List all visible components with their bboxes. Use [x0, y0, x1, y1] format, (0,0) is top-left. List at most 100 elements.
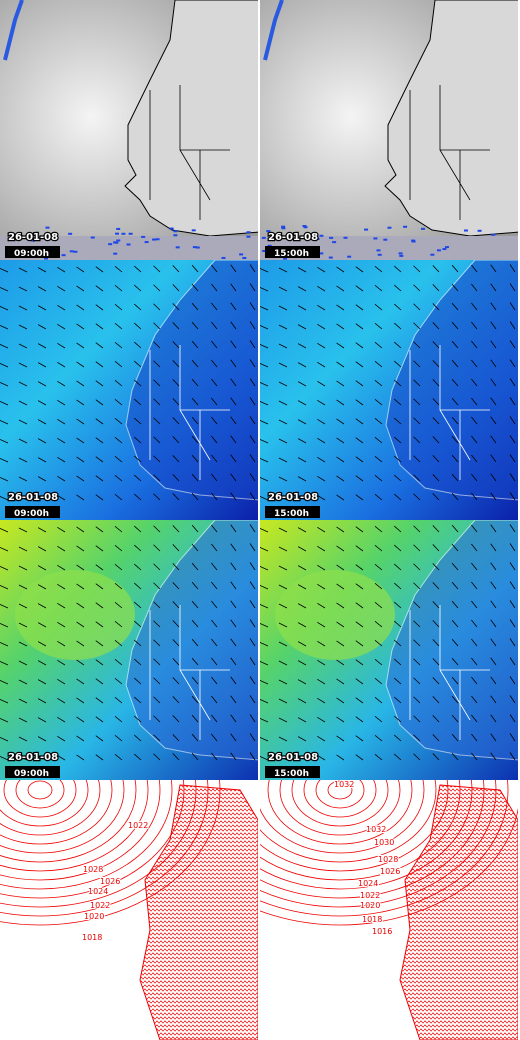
wind-arrow — [153, 322, 161, 330]
wind-arrow — [114, 342, 123, 349]
rain-cell — [144, 241, 149, 244]
wind-arrow — [432, 658, 440, 666]
wind-arrow — [490, 733, 497, 742]
wind-arrow — [260, 458, 269, 463]
wind-arrow — [191, 562, 199, 571]
wind-arrow — [172, 284, 180, 292]
wind-arrow — [172, 398, 180, 406]
wind-arrow — [374, 342, 383, 349]
rain-cell — [267, 244, 272, 247]
wind-arrow — [394, 474, 402, 482]
wind-arrow — [374, 494, 383, 501]
wind-arrow — [37, 305, 47, 311]
rain-cell — [246, 235, 251, 238]
wind-arrow — [191, 676, 199, 685]
wind-arrow — [278, 622, 288, 628]
wind-arrow — [355, 399, 364, 406]
border — [409, 605, 490, 740]
wind-arrow — [451, 340, 459, 349]
rain-cell — [173, 234, 178, 237]
wind-arrow — [37, 584, 47, 590]
wind-arrow — [260, 528, 269, 533]
wind-arrow — [191, 492, 199, 501]
wind-arrow — [153, 715, 161, 723]
wind-arrow — [134, 284, 142, 292]
rain-cell — [45, 226, 50, 229]
wind-arrow — [76, 659, 85, 666]
wind-arrow — [153, 341, 161, 349]
wind-arrow — [413, 303, 421, 311]
rain-cell — [332, 241, 337, 244]
wind-arrow — [211, 752, 218, 761]
wind-arrow — [451, 378, 459, 387]
wind-arrow — [317, 564, 326, 571]
wind-arrow — [95, 494, 104, 501]
wind-arrow — [57, 697, 66, 704]
wind-arrow — [172, 753, 180, 761]
rain-cell — [383, 238, 388, 241]
wind-arrow — [432, 639, 440, 647]
wind-arrow — [297, 476, 307, 482]
wind-arrow — [490, 543, 497, 552]
wind-arrow — [57, 399, 66, 406]
wind-arrow — [249, 283, 256, 292]
wind-arrow — [76, 494, 85, 501]
rain-cell — [376, 249, 381, 252]
wind-arrow — [413, 658, 421, 666]
wind-arrow — [76, 418, 85, 425]
wind-arrow — [260, 566, 269, 571]
wind-arrow — [355, 602, 364, 609]
wind-arrow — [509, 657, 516, 666]
wind-arrow — [230, 492, 237, 501]
wind-arrow — [355, 735, 364, 742]
wind-arrow — [18, 736, 28, 742]
wind-arrow — [191, 302, 199, 311]
wind-arrow — [95, 735, 104, 742]
wind-arrow — [153, 493, 161, 501]
wind-arrow — [451, 302, 459, 311]
wind-arrow — [317, 678, 326, 685]
wind-arrow — [95, 545, 104, 552]
wind-arrow — [114, 456, 123, 463]
wind-arrow — [114, 323, 123, 330]
rain-cell — [315, 237, 320, 240]
rain-cell — [411, 240, 416, 243]
wind-arrow — [336, 266, 345, 273]
wind-arrow — [374, 437, 383, 444]
wind-arrow — [134, 455, 142, 463]
wind-arrow — [230, 321, 237, 330]
wind-arrow — [490, 638, 497, 647]
isobar — [0, 780, 125, 854]
isobar — [0, 780, 149, 872]
wind-arrow — [317, 697, 326, 704]
wind-arrow — [451, 733, 459, 742]
rain-cell — [116, 227, 121, 230]
rain-cell — [442, 248, 447, 251]
map-image — [0, 520, 258, 780]
wind-arrow — [37, 736, 47, 742]
wind-arrow — [114, 304, 123, 311]
wind-arrow — [317, 437, 326, 444]
wind-arrow — [355, 754, 364, 761]
wind-arrow — [95, 621, 104, 628]
wind-arrow — [191, 657, 199, 666]
wind-arrow — [394, 284, 402, 292]
wind-arrow — [230, 378, 237, 387]
wind-arrow — [76, 285, 85, 292]
wind-arrow — [211, 524, 218, 533]
wind-arrow — [18, 584, 28, 590]
wind-arrow — [336, 380, 345, 387]
wind-arrow — [18, 527, 28, 533]
time-box — [265, 766, 320, 778]
rain-cell — [128, 232, 133, 235]
wind-arrow — [114, 716, 123, 723]
wind-arrow — [37, 381, 47, 387]
wind-arrow — [37, 641, 47, 647]
wind-arrow — [278, 679, 288, 685]
land — [384, 0, 518, 237]
wind-arrow — [18, 438, 28, 444]
time-box — [5, 506, 60, 518]
wind-arrow — [37, 660, 47, 666]
rain-cell — [239, 253, 244, 256]
wind-arrow — [451, 638, 459, 647]
